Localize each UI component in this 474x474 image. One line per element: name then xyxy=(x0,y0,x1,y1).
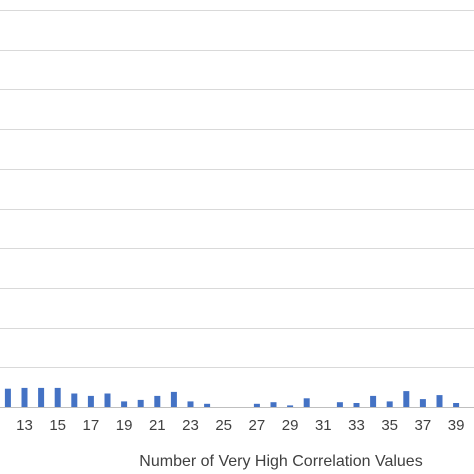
bar-34 xyxy=(370,395,377,407)
gridlines xyxy=(0,10,474,368)
bar-19 xyxy=(121,401,128,407)
x-tick-label-37: 37 xyxy=(415,417,432,434)
x-tick-label-21: 21 xyxy=(149,417,166,434)
bar-39 xyxy=(453,403,460,407)
bar-14 xyxy=(38,387,45,407)
x-tick-label-17: 17 xyxy=(83,417,100,434)
x-tick-label-35: 35 xyxy=(381,417,398,434)
x-tick-label-31: 31 xyxy=(315,417,332,434)
bar-27 xyxy=(253,403,260,407)
x-tick-labels: 13 15 17 19 21 23 25 27 29 31 33 35 37 39 xyxy=(16,417,464,434)
x-tick-label-29: 29 xyxy=(282,417,299,434)
x-tick-label-23: 23 xyxy=(182,417,199,434)
x-tick-label-33: 33 xyxy=(348,417,365,434)
bar-21 xyxy=(154,395,161,407)
bar-24 xyxy=(204,403,211,407)
x-tick-label-15: 15 xyxy=(49,417,66,434)
bar-18 xyxy=(104,393,111,407)
bar-16 xyxy=(71,393,78,407)
bar-22 xyxy=(170,391,177,407)
bar-20 xyxy=(137,399,144,407)
x-tick-label-25: 25 xyxy=(215,417,232,434)
x-tick-label-39: 39 xyxy=(448,417,465,434)
x-tick-label-19: 19 xyxy=(116,417,133,434)
bar-30 xyxy=(303,398,310,407)
bar-13 xyxy=(21,387,28,407)
bar-37 xyxy=(419,399,426,407)
bar-29 xyxy=(287,405,294,407)
bar-17 xyxy=(87,395,94,407)
bar-38 xyxy=(436,395,443,407)
bar-33 xyxy=(353,403,360,407)
bar-35 xyxy=(386,401,393,407)
bar-36 xyxy=(403,391,410,407)
x-tick-label-27: 27 xyxy=(249,417,266,434)
x-tick-label-13: 13 xyxy=(16,417,33,434)
bar-15 xyxy=(54,387,61,407)
bar-12 xyxy=(4,388,11,407)
bar-23 xyxy=(187,401,194,407)
bars xyxy=(4,387,460,407)
bar-32 xyxy=(336,402,343,407)
x-axis-title: Number of Very High Correlation Values xyxy=(139,453,422,470)
bar-28 xyxy=(270,402,277,407)
